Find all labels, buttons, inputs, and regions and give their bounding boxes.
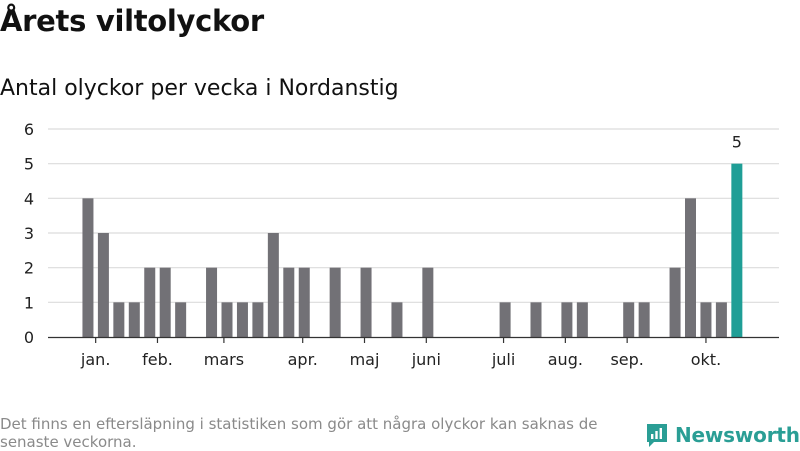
x-tick-label: juni: [411, 350, 441, 369]
bar: [175, 302, 187, 337]
x-tick-label: aug.: [548, 350, 583, 369]
bar: [623, 302, 635, 337]
bar: [685, 198, 696, 337]
bar: [159, 267, 171, 337]
x-tick-label: apr.: [288, 350, 318, 369]
bar: [144, 267, 156, 337]
y-tick-label: 1: [24, 293, 34, 312]
bar: [267, 233, 279, 337]
bar: [422, 267, 434, 337]
x-tick-label: feb.: [142, 350, 173, 369]
bar-chart: 0 1 2 3 4 5 6 5 jan. feb. mars apr. maj juni juli aug. s…: [24, 120, 779, 369]
x-tick-label: maj: [350, 350, 380, 369]
bar: [283, 267, 295, 337]
bar: [236, 302, 248, 337]
bar: [499, 302, 511, 337]
bar: [206, 267, 218, 337]
x-tick-label: mars: [204, 350, 244, 369]
bar: [638, 302, 650, 337]
chart-subtitle: Antal olyckor per vecka i Nordanstig: [0, 76, 399, 101]
bar: [329, 267, 341, 337]
bar: [669, 267, 681, 337]
footnote: Det finns en eftersläpning i statistiken…: [0, 415, 598, 451]
x-tick-label: okt.: [691, 350, 721, 369]
highlighted-bar: [731, 163, 743, 337]
bar: [700, 302, 712, 337]
x-tick-label: jan.: [80, 350, 110, 369]
y-tick-label: 6: [24, 120, 34, 139]
bar: [391, 302, 403, 337]
y-tick-label: 3: [24, 224, 34, 243]
data-label: 5: [732, 133, 742, 152]
y-tick-label: 5: [24, 155, 34, 174]
bar: [221, 302, 233, 337]
bar: [82, 198, 94, 337]
newsworthy-logo: Newsworthy: [645, 421, 800, 449]
bar: [298, 267, 310, 337]
bar: [113, 302, 125, 337]
bar: [97, 233, 109, 337]
y-tick-label: 2: [24, 259, 34, 278]
newsworthy-logo-icon: [647, 424, 667, 447]
x-tick-label: juli: [491, 350, 515, 369]
y-tick-label: 0: [24, 328, 34, 347]
x-tick-label: sep.: [610, 350, 643, 369]
bar: [360, 267, 372, 337]
chart-title: Årets viltolyckor: [0, 4, 264, 38]
bar: [530, 302, 542, 337]
y-tick-label: 4: [24, 189, 34, 208]
bar: [715, 302, 727, 337]
bar: [128, 302, 140, 337]
brand-name: Newsworthy: [675, 423, 800, 447]
bar: [252, 302, 264, 337]
bar: [576, 302, 588, 337]
bar: [561, 302, 573, 337]
